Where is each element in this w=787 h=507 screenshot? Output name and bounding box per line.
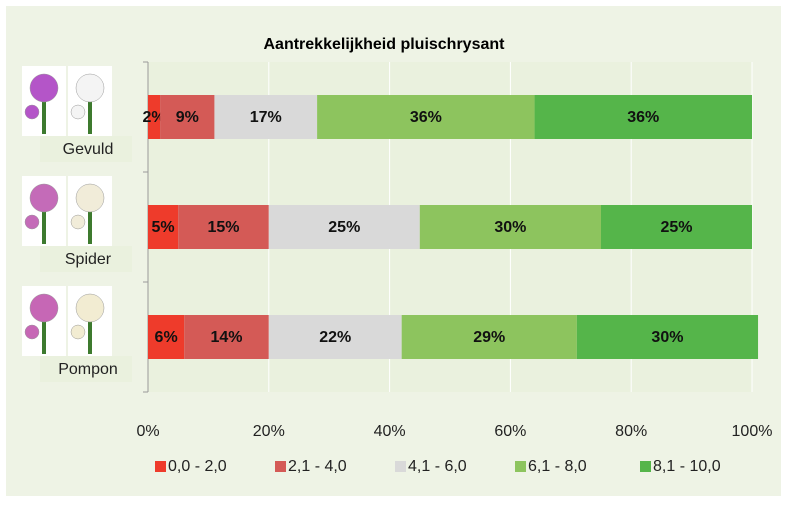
value-label: 29% bbox=[473, 329, 505, 346]
flower bbox=[24, 104, 40, 120]
value-label: 25% bbox=[660, 219, 692, 236]
value-label: 6% bbox=[155, 329, 178, 346]
bar-segment bbox=[401, 315, 577, 359]
legend-label: 4,1 - 6,0 bbox=[408, 458, 467, 475]
value-label: 36% bbox=[410, 109, 442, 126]
legend-label: 2,1 - 4,0 bbox=[288, 458, 347, 475]
value-label: 22% bbox=[319, 329, 351, 346]
bar-segment bbox=[148, 95, 161, 139]
stem bbox=[42, 206, 46, 244]
legend-label: 0,0 - 2,0 bbox=[168, 458, 227, 475]
x-tick-label: 80% bbox=[615, 423, 647, 440]
bar-segment bbox=[601, 205, 752, 249]
value-label: 17% bbox=[250, 109, 282, 126]
legend-label: 8,1 - 10,0 bbox=[653, 458, 721, 475]
bar-segment bbox=[419, 205, 601, 249]
category-label: Spider bbox=[65, 251, 112, 268]
value-label: 36% bbox=[627, 109, 659, 126]
flower bbox=[75, 183, 105, 213]
value-label: 5% bbox=[152, 219, 175, 236]
bar-segment bbox=[268, 315, 402, 359]
stem bbox=[88, 96, 92, 134]
value-label: 25% bbox=[328, 219, 360, 236]
bar-segment bbox=[178, 205, 269, 249]
bar-segment bbox=[184, 315, 269, 359]
flower bbox=[29, 183, 59, 213]
stem bbox=[42, 316, 46, 354]
stem bbox=[42, 96, 46, 134]
bar-segment bbox=[576, 315, 759, 359]
flower bbox=[24, 324, 40, 340]
value-label: 30% bbox=[494, 219, 526, 236]
flower bbox=[70, 324, 86, 340]
value-label: 14% bbox=[211, 329, 243, 346]
x-tick-label: 0% bbox=[136, 423, 159, 440]
x-tick-label: 100% bbox=[732, 423, 773, 440]
x-tick-label: 60% bbox=[494, 423, 526, 440]
bar-segment bbox=[317, 95, 535, 139]
flower bbox=[75, 293, 105, 323]
x-tick-label: 40% bbox=[374, 423, 406, 440]
legend-swatch bbox=[155, 461, 166, 472]
category-label: Pompon bbox=[58, 361, 118, 378]
legend-swatch bbox=[395, 461, 406, 472]
legend-label: 6,1 - 8,0 bbox=[528, 458, 587, 475]
bar-segment bbox=[268, 205, 420, 249]
value-label: 2% bbox=[142, 109, 165, 126]
value-label: 30% bbox=[651, 329, 683, 346]
x-tick-label: 20% bbox=[253, 423, 285, 440]
flower bbox=[29, 73, 59, 103]
value-label: 15% bbox=[207, 219, 239, 236]
bar-segment bbox=[148, 315, 185, 359]
legend-swatch bbox=[275, 461, 286, 472]
flower bbox=[29, 293, 59, 323]
stem bbox=[88, 206, 92, 244]
value-label: 9% bbox=[176, 109, 199, 126]
bar-segment bbox=[160, 95, 215, 139]
bar-segment bbox=[148, 205, 179, 249]
flower bbox=[75, 73, 105, 103]
category-label-box bbox=[40, 246, 132, 272]
chart-title: Aantrekkelijkheid pluischrysant bbox=[264, 36, 506, 53]
category-label-box bbox=[40, 136, 132, 162]
bar-segment bbox=[534, 95, 752, 139]
legend-swatch bbox=[640, 461, 651, 472]
stem bbox=[88, 316, 92, 354]
bar-segment bbox=[214, 95, 318, 139]
flower bbox=[24, 214, 40, 230]
category-label: Gevuld bbox=[63, 141, 114, 158]
flower bbox=[70, 214, 86, 230]
flower bbox=[70, 104, 86, 120]
category-label-box bbox=[40, 356, 132, 382]
legend-swatch bbox=[515, 461, 526, 472]
